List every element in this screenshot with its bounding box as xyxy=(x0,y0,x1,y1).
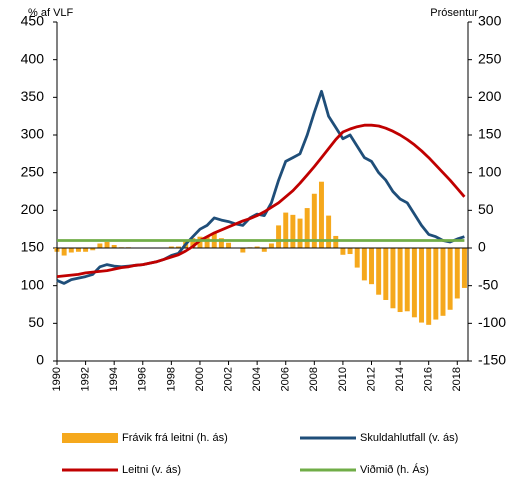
bar xyxy=(97,243,103,248)
x-tick-label: 1992 xyxy=(79,367,91,391)
bar xyxy=(111,244,117,248)
bar xyxy=(283,212,289,248)
bar xyxy=(268,243,274,248)
y-axis-label: % af VLF xyxy=(28,7,74,19)
y2-tick-label: 300 xyxy=(478,13,502,29)
bar xyxy=(276,225,282,248)
y-tick-label: 150 xyxy=(21,239,45,255)
bar xyxy=(426,248,432,325)
legend-label: Frávik frá leitni (h. ás) xyxy=(122,432,228,444)
bar xyxy=(240,248,246,253)
bar xyxy=(454,248,460,299)
x-tick-label: 2002 xyxy=(222,367,234,391)
bar xyxy=(204,236,210,248)
line xyxy=(56,123,466,278)
bar xyxy=(419,248,425,323)
bar xyxy=(83,248,89,252)
y-tick-label: 0 xyxy=(36,352,44,368)
y2-tick-label: -50 xyxy=(478,276,498,292)
y2-axis-label: Prósentur xyxy=(430,7,478,19)
bar xyxy=(218,238,224,248)
x-tick-label: 2000 xyxy=(194,367,206,391)
bar xyxy=(176,246,181,248)
x-tick-label: 2004 xyxy=(251,367,263,391)
y-tick-label: 100 xyxy=(21,276,45,292)
bar xyxy=(226,242,232,248)
x-tick-label: 2006 xyxy=(280,367,292,391)
x-tick-label: 2010 xyxy=(337,367,349,391)
y2-tick-label: 250 xyxy=(478,50,502,66)
x-tick-label: 2018 xyxy=(451,367,463,391)
legend-label: Leitni (v. ás) xyxy=(122,464,181,476)
legend-label: Skuldahlutfall (v. ás) xyxy=(360,432,458,444)
x-tick-label: 2014 xyxy=(394,367,406,391)
bar xyxy=(75,248,81,252)
bar xyxy=(304,208,310,248)
bar xyxy=(190,238,196,248)
x-tick-label: 2008 xyxy=(308,367,320,391)
y-tick-label: 400 xyxy=(21,50,45,66)
y-tick-label: 200 xyxy=(21,201,45,217)
y2-tick-label: -100 xyxy=(478,314,506,330)
y2-tick-label: 100 xyxy=(478,163,502,179)
bar xyxy=(90,248,96,251)
legend-label: Viðmið (h. Ás) xyxy=(360,463,429,476)
bar xyxy=(340,248,346,255)
y-tick-label: 350 xyxy=(21,88,45,104)
bar xyxy=(376,248,382,295)
bar xyxy=(318,181,324,248)
bar xyxy=(261,248,267,252)
bar xyxy=(311,193,317,248)
x-tick-label: 2012 xyxy=(365,367,377,391)
x-tick-label: 1996 xyxy=(137,367,149,391)
bar xyxy=(433,248,439,320)
bar xyxy=(326,215,332,248)
bar xyxy=(61,248,67,256)
y2-tick-label: 150 xyxy=(478,126,502,142)
bar xyxy=(440,248,446,316)
y-tick-label: 300 xyxy=(21,126,45,142)
bar xyxy=(297,218,303,248)
bar xyxy=(290,214,296,248)
bar xyxy=(390,248,396,309)
bar xyxy=(397,248,403,313)
y2-tick-label: -150 xyxy=(478,352,506,368)
y-tick-label: 50 xyxy=(28,314,44,330)
bar xyxy=(333,235,339,248)
y-tick-label: 450 xyxy=(21,13,45,29)
x-tick-label: 1990 xyxy=(51,367,63,391)
bar xyxy=(369,248,374,285)
bar xyxy=(168,246,174,248)
x-tick-label: 1994 xyxy=(108,367,120,391)
bar xyxy=(68,248,74,253)
bar xyxy=(347,248,353,255)
x-tick-label: 2016 xyxy=(423,367,435,391)
y2-tick-label: 200 xyxy=(478,88,502,104)
legend-swatch xyxy=(62,433,118,443)
bar xyxy=(361,248,367,281)
y2-tick-label: 50 xyxy=(478,201,494,217)
line xyxy=(56,89,465,285)
y2-tick-label: 0 xyxy=(478,239,486,255)
x-tick-label: 1998 xyxy=(165,367,177,391)
y-tick-label: 250 xyxy=(21,163,45,179)
bar xyxy=(404,248,410,312)
bar xyxy=(104,241,110,248)
bar xyxy=(447,248,453,310)
bar xyxy=(383,248,389,300)
bar xyxy=(354,248,360,268)
bar xyxy=(411,248,417,318)
bar xyxy=(461,248,467,288)
bar xyxy=(254,246,260,248)
